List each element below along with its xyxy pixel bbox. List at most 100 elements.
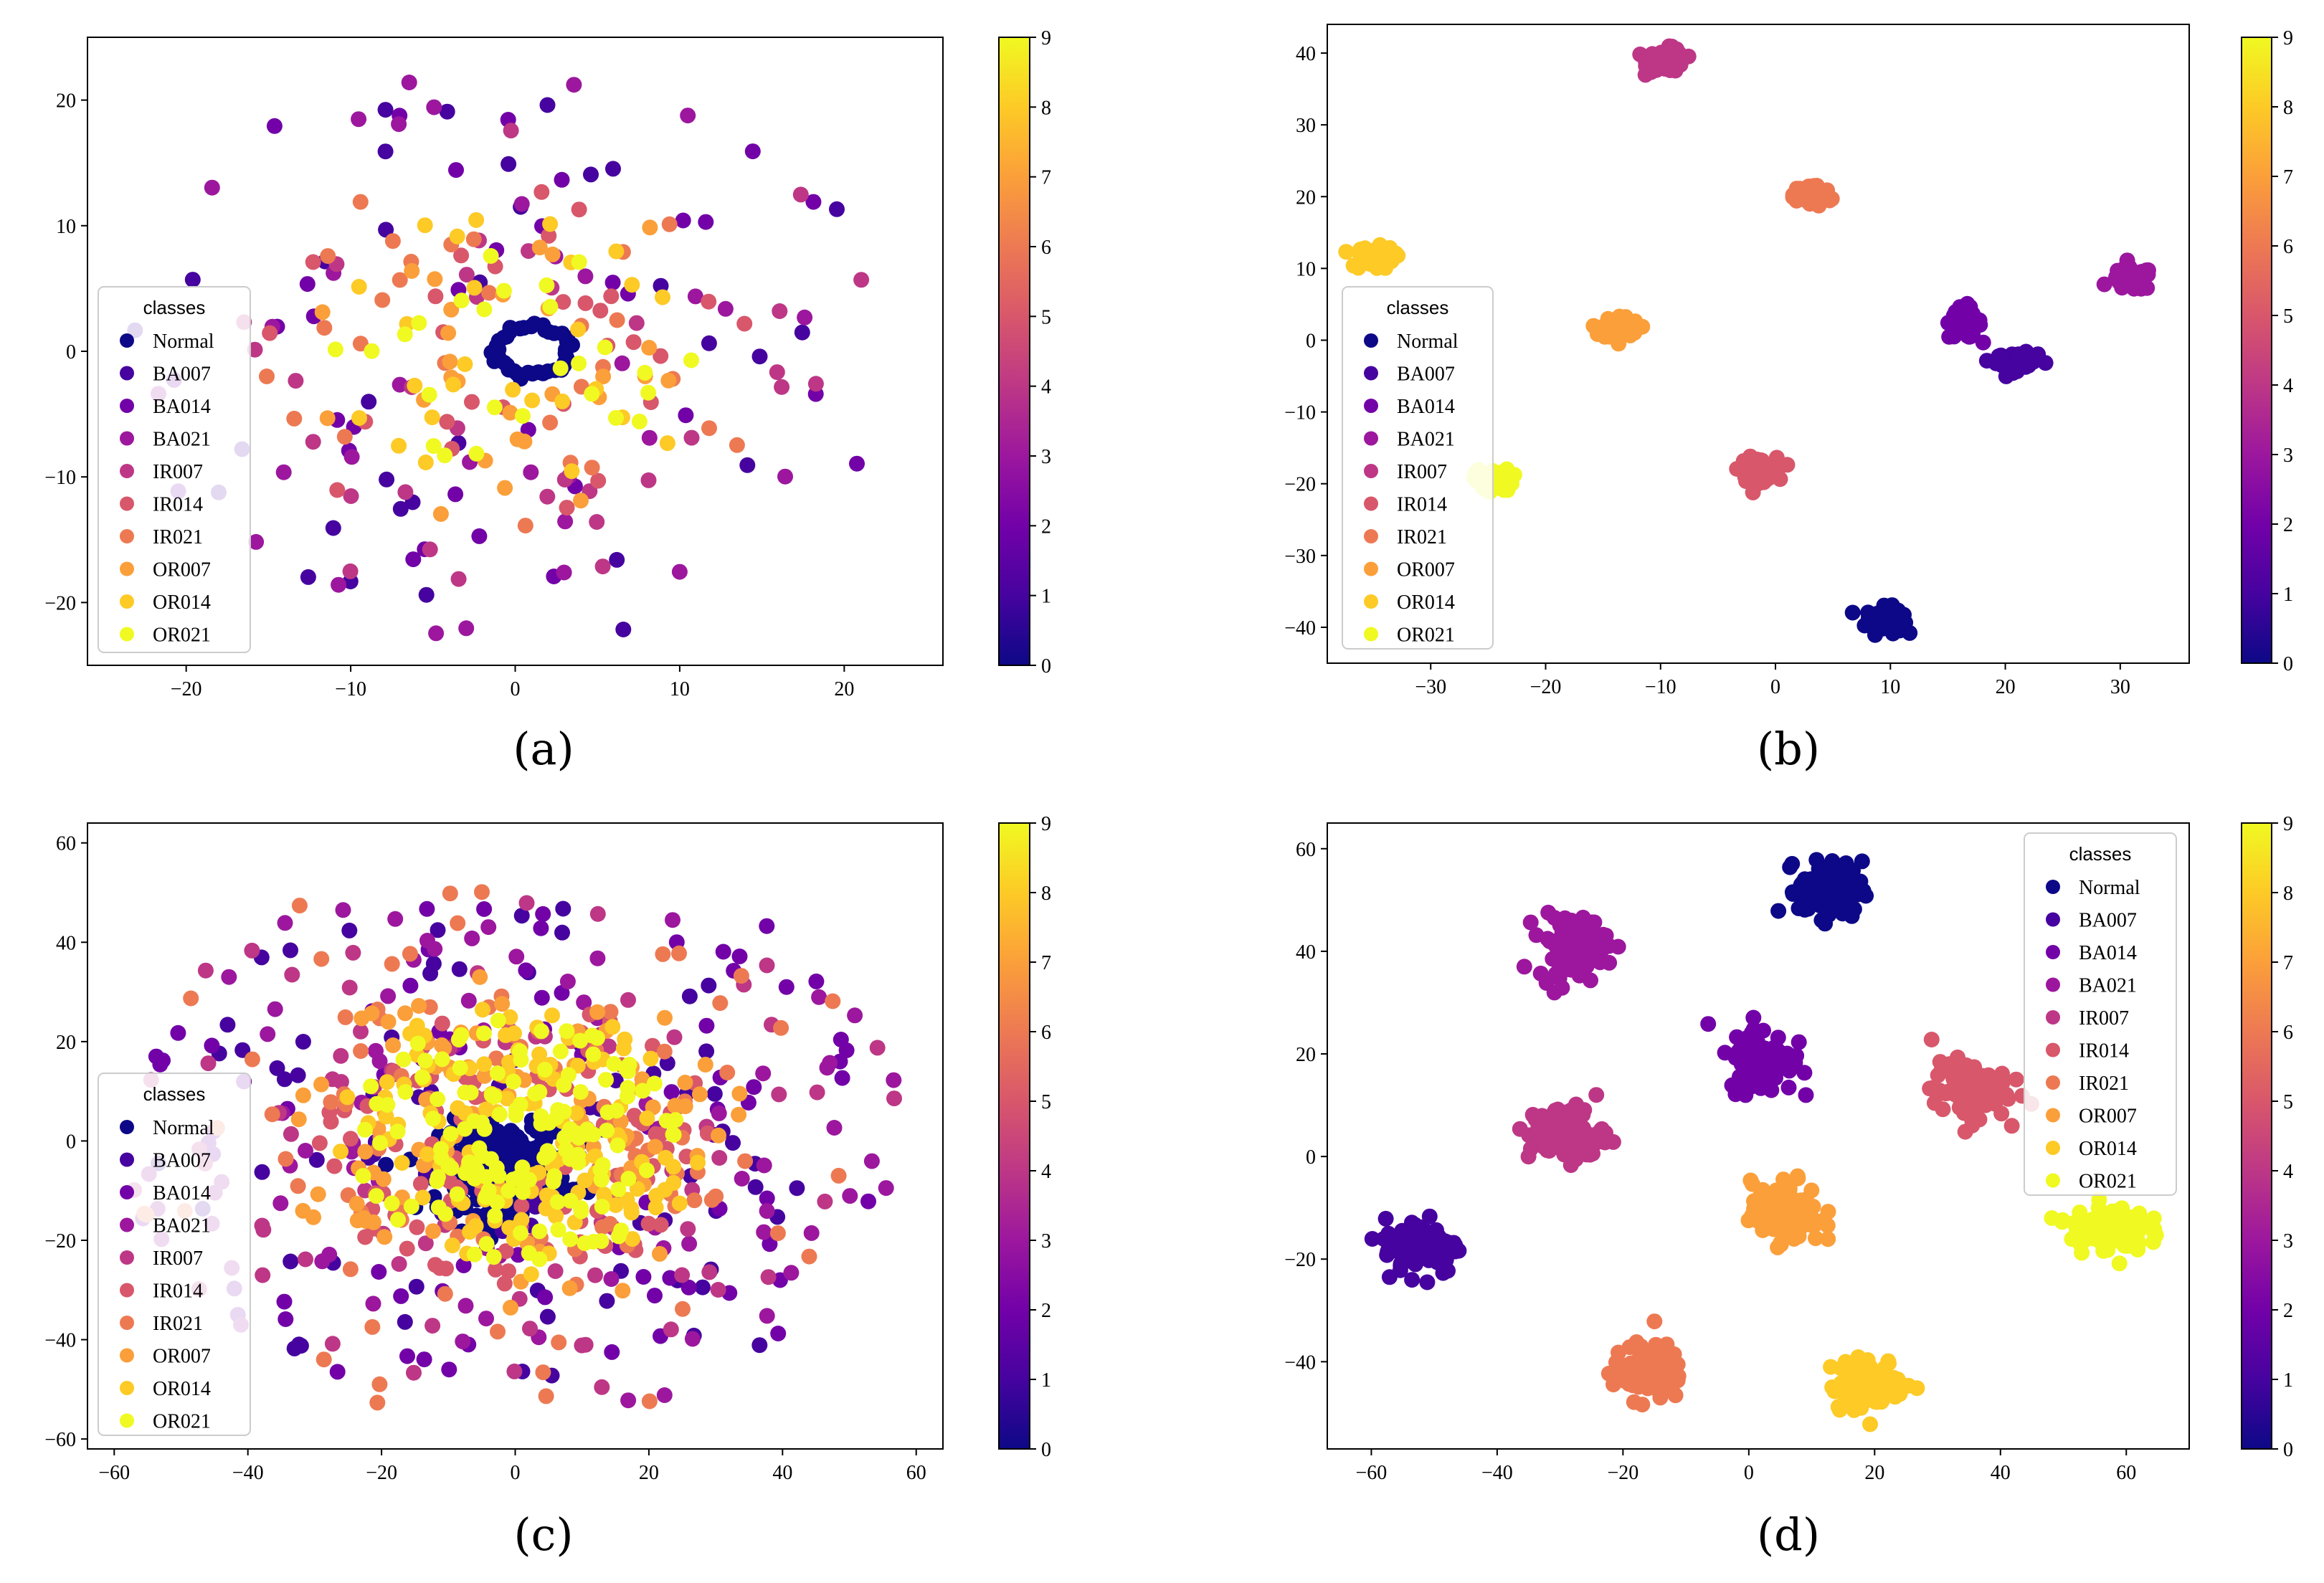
scatter-point (1588, 1087, 1605, 1103)
scatter-point (485, 1249, 502, 1265)
scatter-point (283, 1253, 299, 1270)
scatter-point (234, 1042, 251, 1058)
colorbar (998, 822, 1030, 1450)
legend-marker (120, 1316, 134, 1330)
x-tick-label: −10 (1645, 676, 1676, 698)
colorbar-tick-label: 4 (2283, 375, 2293, 397)
scatter-point (170, 1025, 186, 1041)
scatter-point (1601, 954, 1618, 971)
scatter-point (2133, 264, 2150, 280)
scatter-point (620, 1171, 637, 1187)
scatter-point (379, 1074, 395, 1090)
scatter-point (677, 1098, 693, 1115)
scatter-point (1390, 1236, 1406, 1252)
scatter-point (1823, 191, 1840, 207)
x-tick-label: −10 (335, 678, 366, 700)
scatter-point (571, 201, 587, 218)
x-tick-label: 20 (834, 678, 854, 700)
scatter-point (325, 520, 341, 536)
legend-entry-Normal: Normal (153, 331, 214, 353)
scatter-point (594, 1156, 611, 1173)
scatter-point (464, 394, 480, 410)
legend-box (2024, 832, 2177, 1196)
scatter-point (584, 460, 600, 476)
scatter-point (316, 320, 333, 336)
scatter-point (449, 228, 465, 244)
scatter-point (411, 998, 427, 1014)
scatter-point (552, 360, 569, 376)
scatter-point (605, 161, 621, 177)
y-tick-label: −20 (44, 1230, 76, 1252)
scatter-point (531, 239, 548, 256)
y-tick-label: 40 (56, 932, 76, 954)
scatter-point (503, 1299, 518, 1316)
scatter-point (1524, 1106, 1541, 1123)
scatter-point (555, 900, 571, 917)
scatter-point (729, 437, 745, 453)
scatter-point (562, 1192, 579, 1209)
colorbar-tick-label: 3 (2283, 1230, 2293, 1252)
scatter-point (1630, 1379, 1646, 1395)
scatter-point (248, 533, 265, 550)
scatter-point (573, 493, 589, 509)
scatter-point (469, 1162, 485, 1179)
legend: classes Normal BA007 BA014 BA021 IR007 IR014 IR… (2024, 832, 2177, 1196)
scatter-point (305, 434, 321, 450)
scatter-point (853, 272, 870, 288)
scatter-point (1621, 1339, 1638, 1356)
scatter-point (593, 1233, 610, 1250)
series-BA021 (1516, 904, 1626, 1001)
scatter-point (2096, 276, 2112, 293)
scatter-point (1562, 1118, 1578, 1133)
scatter-point (646, 1075, 663, 1092)
scatter-point (204, 179, 220, 196)
x-tick-label: 20 (1996, 676, 2016, 698)
scatter-point (419, 1146, 436, 1162)
colorbar-tick-label: 2 (2283, 1300, 2293, 1322)
scatter-point (550, 1222, 566, 1238)
scatter-point (468, 445, 485, 462)
colorbar-tick-label: 1 (1041, 1369, 1051, 1392)
scatter-point (488, 1050, 505, 1067)
scatter-point (1520, 1149, 1537, 1165)
scatter-point (397, 1005, 413, 1022)
scatter-point (560, 1067, 577, 1083)
scatter-point (478, 1311, 494, 1327)
scatter-point (1421, 1208, 1438, 1225)
scatter-point (2010, 349, 2026, 366)
legend-entry-BA014: BA014 (1397, 396, 1455, 418)
scatter-point (551, 1334, 567, 1351)
legend-marker (1364, 366, 1378, 381)
scatter-point (817, 1193, 833, 1209)
scatter-point (533, 184, 550, 200)
scatter-point (290, 1067, 306, 1083)
scatter-point (390, 1212, 406, 1228)
scatter-point (1940, 315, 1956, 331)
scatter-point (1585, 1146, 1600, 1162)
x-tick-label: 0 (511, 1462, 521, 1484)
scatter-point (345, 944, 361, 961)
scatter-point (811, 989, 827, 1005)
scatter-point (1844, 604, 1861, 621)
scatter-point (608, 243, 625, 260)
scatter-point (2026, 353, 2042, 369)
scatter-point (480, 919, 497, 936)
scatter-point (414, 1189, 431, 1206)
scatter-point (343, 449, 360, 465)
scatter-point (1661, 44, 1678, 60)
scatter-point (1875, 617, 1892, 633)
legend-entry-BA021: BA021 (1397, 429, 1455, 451)
scatter-point (331, 576, 347, 593)
scatter-point (442, 885, 458, 902)
scatter-point (1530, 1121, 1546, 1137)
scatter-point (379, 1097, 396, 1113)
scatter-point (1846, 1402, 1862, 1418)
series-OR007 (1585, 308, 1651, 352)
legend-marker (1364, 496, 1378, 511)
scatter-point (353, 1043, 369, 1059)
scatter-point (313, 1076, 329, 1093)
legend-marker (2046, 1010, 2060, 1025)
scatter-point (589, 1004, 606, 1020)
scatter-point (711, 1105, 727, 1121)
scatter-point (1612, 325, 1628, 341)
